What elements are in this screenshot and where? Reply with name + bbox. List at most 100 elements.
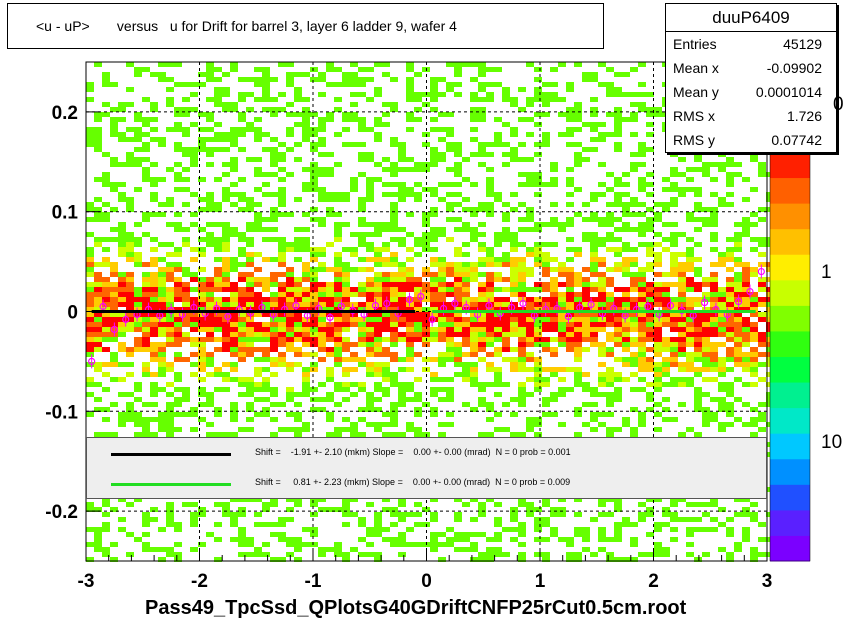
heatmap-cell	[294, 112, 302, 117]
heatmap-cell	[206, 287, 214, 292]
heatmap-cell	[446, 202, 454, 207]
heatmap-cell	[94, 317, 102, 322]
heatmap-cell	[406, 302, 414, 307]
heatmap-cell	[478, 242, 486, 247]
heatmap-cell	[710, 327, 718, 332]
heatmap-cell	[86, 307, 94, 312]
heatmap-cell	[190, 297, 198, 302]
heatmap-cell	[526, 507, 534, 512]
heatmap-cell	[446, 142, 454, 147]
heatmap-cell	[142, 302, 150, 307]
heatmap-cell	[110, 107, 118, 112]
heatmap-cell	[182, 302, 190, 307]
heatmap-cell	[614, 92, 622, 97]
heatmap-cell	[638, 92, 646, 97]
heatmap-cell	[486, 207, 494, 212]
heatmap-cell	[758, 522, 766, 527]
heatmap-cell	[470, 327, 478, 332]
heatmap-cell	[278, 427, 286, 432]
heatmap-cell	[302, 107, 310, 112]
heatmap-cell	[494, 237, 502, 242]
heatmap-cell	[454, 267, 462, 272]
heatmap-cell	[238, 552, 246, 557]
heatmap-cell	[182, 322, 190, 327]
heatmap-cell	[710, 347, 718, 352]
x-tick-label: -3	[78, 571, 95, 592]
heatmap-cell	[166, 432, 174, 437]
heatmap-cell	[406, 287, 414, 292]
heatmap-cell	[342, 312, 350, 317]
heatmap-cell	[110, 377, 118, 382]
x-tick-label: -2	[191, 571, 208, 592]
heatmap-cell	[622, 222, 630, 227]
heatmap-cell	[310, 497, 318, 502]
heatmap-cell	[334, 432, 342, 437]
heatmap-cell	[222, 347, 230, 352]
heatmap-cell	[558, 392, 566, 397]
heatmap-cell	[206, 112, 214, 117]
heatmap-cell	[94, 407, 102, 412]
heatmap-cell	[750, 362, 758, 367]
heatmap-cell	[438, 287, 446, 292]
heatmap-cell	[742, 497, 750, 502]
heatmap-cell	[406, 337, 414, 342]
heatmap-cell	[430, 192, 438, 197]
heatmap-cell	[486, 287, 494, 292]
fit-text: Shift = -1.91 +- 2.10 (mkm) Slope = 0.00…	[255, 447, 571, 457]
heatmap-cell	[302, 167, 310, 172]
heatmap-cell	[478, 97, 486, 102]
heatmap-cell	[358, 432, 366, 437]
heatmap-cell	[278, 402, 286, 407]
heatmap-cell	[382, 432, 390, 437]
heatmap-cell	[390, 237, 398, 242]
heatmap-cell	[374, 382, 382, 387]
heatmap-cell	[686, 552, 694, 557]
heatmap-cell	[230, 517, 238, 522]
heatmap-cell	[310, 297, 318, 302]
heatmap-cell	[574, 212, 582, 217]
heatmap-cell	[390, 377, 398, 382]
heatmap-cell	[462, 362, 470, 367]
heatmap-cell	[742, 507, 750, 512]
heatmap-cell	[358, 127, 366, 132]
heatmap-cell	[694, 317, 702, 322]
heatmap-cell	[694, 527, 702, 532]
heatmap-cell	[598, 162, 606, 167]
heatmap-cell	[222, 137, 230, 142]
heatmap-cell	[510, 287, 518, 292]
heatmap-cell	[270, 297, 278, 302]
heatmap-cell	[710, 502, 718, 507]
heatmap-cell	[630, 542, 638, 547]
heatmap-cell	[462, 157, 470, 162]
heatmap-cell	[350, 342, 358, 347]
heatmap-cell	[374, 352, 382, 357]
heatmap-cell	[518, 227, 526, 232]
heatmap-cell	[318, 167, 326, 172]
heatmap-cell	[238, 237, 246, 242]
heatmap-cell	[198, 362, 206, 367]
heatmap-cell	[262, 237, 270, 242]
heatmap-cell	[670, 312, 678, 317]
heatmap-cell	[382, 317, 390, 322]
heatmap-cell	[230, 137, 238, 142]
heatmap-cell	[406, 527, 414, 532]
heatmap-cell	[542, 317, 550, 322]
heatmap-cell	[358, 317, 366, 322]
heatmap-cell	[326, 267, 334, 272]
heatmap-cell	[702, 407, 710, 412]
heatmap-cell	[518, 287, 526, 292]
heatmap-cell	[262, 542, 270, 547]
heatmap-cell	[606, 382, 614, 387]
heatmap-cell	[758, 252, 766, 257]
heatmap-cell	[222, 267, 230, 272]
heatmap-cell	[598, 82, 606, 87]
heatmap-cell	[526, 117, 534, 122]
heatmap-cell	[614, 182, 622, 187]
heatmap-cell	[566, 282, 574, 287]
heatmap-cell	[550, 267, 558, 272]
heatmap-cell	[246, 342, 254, 347]
heatmap-cell	[518, 157, 526, 162]
heatmap-cell	[510, 277, 518, 282]
heatmap-cell	[134, 222, 142, 227]
heatmap-cell	[446, 392, 454, 397]
